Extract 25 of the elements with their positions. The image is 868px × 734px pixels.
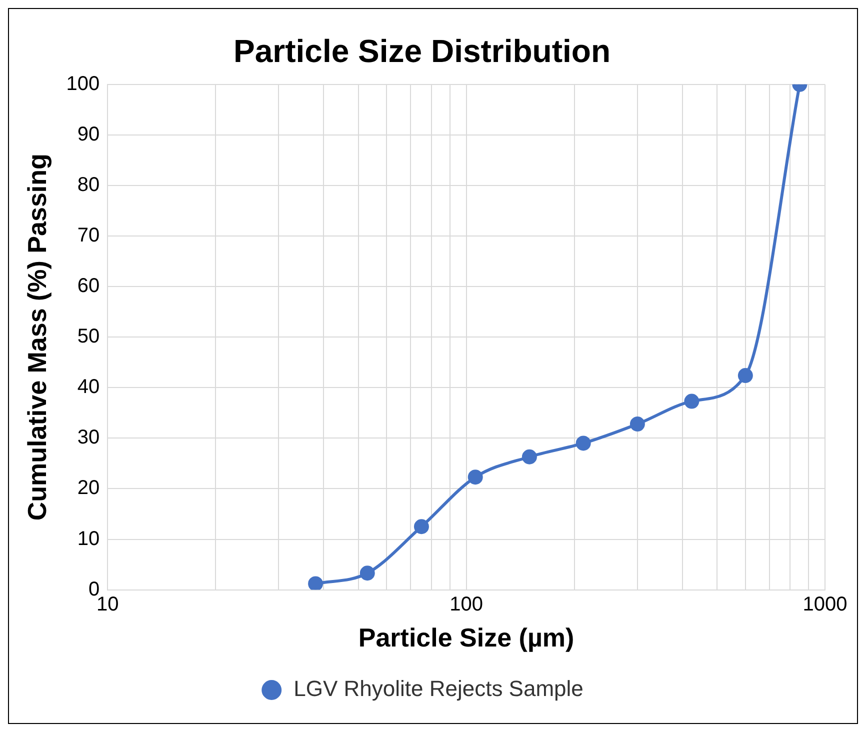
- point: [684, 394, 700, 409]
- y-tick-label: 50: [77, 326, 100, 348]
- legend-label: LGV Rhyolite Rejects Sample: [294, 676, 584, 702]
- point: [414, 519, 429, 534]
- point: [468, 470, 483, 485]
- point: [738, 368, 753, 384]
- y-tick-label: 10: [77, 528, 100, 550]
- point: [360, 566, 375, 581]
- x-tick-label: 1000: [802, 593, 848, 616]
- point: [630, 416, 645, 432]
- y-tick-label: 90: [77, 123, 100, 146]
- y-tick-label: 30: [77, 426, 100, 449]
- y-axis-title: Cumulative Mass (%) Passing: [22, 154, 52, 521]
- y-tick-label: 0: [88, 578, 100, 600]
- y-tick-label: 70: [77, 224, 100, 247]
- y-tick-label: 20: [77, 477, 100, 500]
- x-tick-label: 100: [450, 593, 483, 616]
- chart-title: Particle Size Distribution: [234, 33, 610, 70]
- y-tick-label: 60: [77, 275, 100, 298]
- point: [522, 449, 537, 464]
- y-tick-label: 40: [77, 376, 100, 398]
- y-tick-label: 80: [77, 174, 100, 196]
- y-tick-label: 100: [66, 72, 100, 95]
- x-axis-title: Particle Size (µm): [358, 622, 574, 653]
- point: [576, 436, 591, 451]
